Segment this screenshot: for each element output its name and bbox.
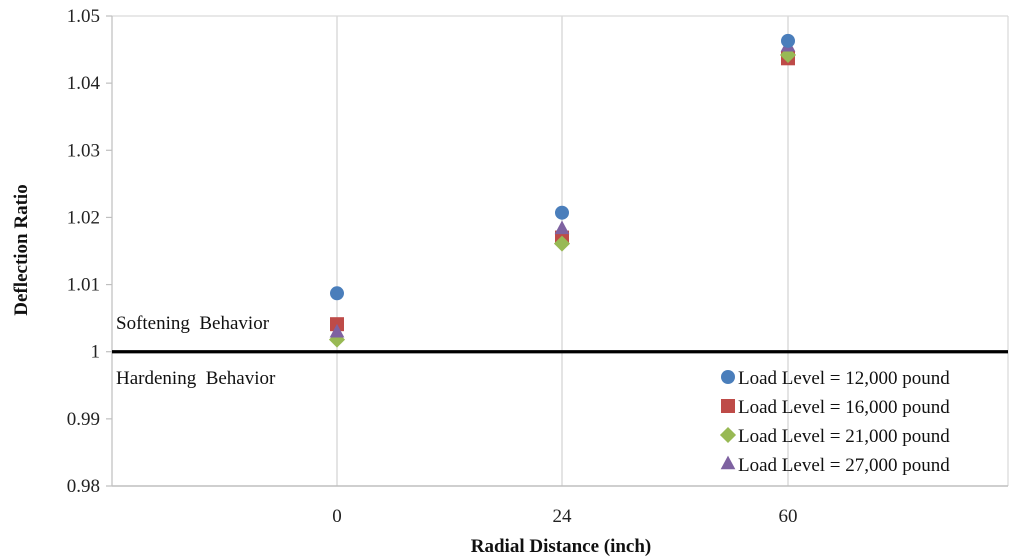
legend: Load Level = 12,000 pound Load Level = 16…	[719, 368, 950, 476]
y-axis-title: Deflection Ratio	[11, 184, 32, 315]
data-point-circle-24	[555, 205, 569, 220]
data-point-diamond-60	[779, 46, 797, 63]
axis-layer: 0.98 0.99 1 1.01 1.02 1.03 1.04 1.05 0 24 60	[67, 6, 1008, 527]
legend-marker-triangle	[720, 455, 736, 470]
y-tick-label: 1	[91, 342, 101, 363]
legend-label: Load Level = 16,000 pound	[738, 397, 950, 418]
hardening-annotation: Hardening Behavior	[116, 368, 276, 389]
y-tick-label: 1.03	[67, 140, 100, 161]
data-point-circle-60	[781, 33, 795, 48]
x-tick-label: 0	[332, 506, 342, 527]
y-tick-label: 1.01	[67, 275, 100, 296]
legend-marker-diamond	[719, 426, 737, 444]
y-tick-label: 1.02	[67, 207, 100, 228]
legend-label: Load Level = 21,000 pound	[738, 426, 950, 447]
x-axis-title: Radial Distance (inch)	[471, 536, 652, 557]
legend-marker-circle	[721, 370, 735, 384]
data-point-triangle-0	[329, 323, 345, 338]
x-tick-label: 60	[779, 506, 798, 527]
y-tick-label: 1.05	[67, 6, 100, 27]
annotation-layer: Softening Behavior Hardening Behavior	[116, 313, 276, 389]
data-point-diamond-24	[553, 235, 571, 252]
marker-layer	[328, 33, 797, 348]
y-tick-label: 0.98	[67, 476, 100, 497]
softening-annotation: Softening Behavior	[116, 313, 270, 334]
data-point-circle-0	[330, 286, 344, 301]
legend-label: Load Level = 12,000 pound	[738, 368, 950, 389]
x-tick-label: 24	[553, 506, 573, 527]
y-tick-label: 0.99	[67, 409, 100, 430]
data-point-triangle-24	[554, 220, 570, 235]
legend-label: Load Level = 27,000 pound	[738, 455, 950, 476]
legend-marker-square	[721, 399, 735, 413]
y-tick-label: 1.04	[67, 73, 101, 94]
